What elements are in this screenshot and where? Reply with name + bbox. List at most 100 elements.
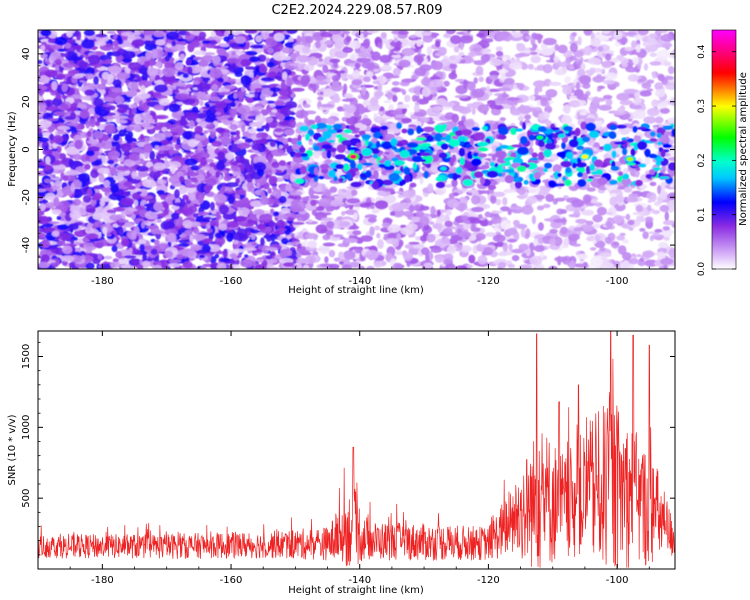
- heatmap-cell: [265, 123, 270, 132]
- heatmap-cell: [249, 109, 261, 116]
- heatmap-cell: [477, 214, 483, 219]
- heatmap-cell: [186, 95, 198, 99]
- heatmap-cell: [134, 199, 139, 208]
- heatmap-cell: [404, 244, 414, 249]
- heatmap-cell: [111, 245, 118, 253]
- heatmap-cell: [151, 49, 158, 59]
- heatmap-cell: [228, 144, 233, 150]
- heatmap-cell: [649, 52, 657, 58]
- heatmap-cell: [438, 214, 447, 222]
- heatmap-cell: [177, 236, 191, 240]
- heatmap-cell: [66, 30, 73, 38]
- heatmap-cell: [121, 50, 136, 59]
- heatmap-cell: [184, 178, 192, 186]
- heatmap-cell: [50, 177, 61, 181]
- heatmap-cell: [112, 79, 122, 87]
- heatmap-cell: [349, 225, 360, 230]
- heatmap-cell: [362, 30, 367, 34]
- heatmap-cell: [51, 230, 60, 237]
- heatmap-cell: [103, 97, 114, 102]
- heatmap-cell: [214, 218, 219, 228]
- heatmap-cell: [78, 61, 88, 69]
- heatmap-cell: [113, 175, 125, 182]
- heatmap-cell: [203, 216, 212, 220]
- heatmap-cell: [268, 175, 278, 184]
- heatmap-cell: [398, 30, 409, 35]
- heatmap-cell: [300, 74, 310, 85]
- heatmap-cell: [322, 64, 329, 74]
- heatmap-cell: [86, 223, 92, 232]
- heatmap-cell: [240, 58, 251, 67]
- heatmap-cell: [232, 240, 239, 245]
- heatmap-cell: [75, 31, 80, 35]
- heatmap-cell: [86, 188, 93, 198]
- heatmap-cell: [69, 238, 75, 245]
- heatmap-cell: [112, 40, 119, 47]
- heatmap-cell: [144, 210, 159, 220]
- heatmap-cell: [447, 199, 460, 209]
- heatmap-cell: [262, 44, 269, 49]
- heatmap-cell: [391, 87, 401, 93]
- heatmap-cell: [61, 95, 67, 100]
- heatmap-cell: [274, 129, 283, 133]
- heatmap-cell: [258, 213, 273, 223]
- heatmap-cell: [278, 195, 287, 204]
- heatmap-cell: [38, 127, 42, 135]
- heatmap-cell: [667, 117, 675, 124]
- heatmap-cell: [222, 170, 228, 174]
- heatmap-cell: [341, 98, 355, 102]
- heatmap-cell: [187, 206, 198, 214]
- heatmap-cell: [112, 258, 120, 263]
- heatmap-cell: [377, 239, 384, 249]
- heatmap-cell: [40, 132, 53, 137]
- heatmap-cell: [296, 55, 310, 63]
- heatmap-cell: [646, 204, 652, 212]
- heatmap-cell: [251, 242, 258, 246]
- heatmap-cell: [265, 116, 274, 123]
- heatmap-cell: [144, 43, 157, 51]
- heatmap-cell: [486, 85, 490, 94]
- heatmap-cell: [69, 210, 82, 220]
- heatmap-cell: [386, 91, 393, 101]
- heatmap-cell: [414, 204, 421, 211]
- heatmap-cell: [133, 114, 142, 125]
- heatmap-cell: [219, 43, 230, 48]
- heatmap-cell: [304, 35, 314, 44]
- heatmap-cell: [93, 98, 104, 107]
- heatmap-cell: [241, 86, 246, 93]
- heatmap-cell: [173, 212, 178, 220]
- heatmap-cell: [271, 190, 278, 196]
- heatmap-cell: [475, 233, 486, 241]
- heatmap-cell: [113, 33, 118, 39]
- heatmap-cell: [161, 176, 168, 180]
- heatmap-cell: [70, 182, 75, 193]
- heatmap-cell: [55, 247, 64, 256]
- heatmap-cell: [257, 168, 265, 177]
- heatmap-cell: [601, 60, 612, 69]
- heatmap-cell: [147, 67, 159, 76]
- heatmap-cell: [319, 197, 332, 206]
- heatmap-cell: [84, 233, 99, 240]
- heatmap-cell: [192, 80, 201, 85]
- heatmap-cell: [430, 60, 443, 71]
- heatmap-cell: [215, 211, 221, 221]
- heatmap-cell: [203, 130, 209, 134]
- heatmap-cell: [392, 262, 403, 269]
- heatmap-cell: [56, 131, 68, 135]
- heatmap-cell: [293, 208, 305, 213]
- heatmap-cell: [74, 139, 83, 150]
- heatmap-cell: [315, 40, 321, 49]
- heatmap-cell: [58, 220, 65, 225]
- heatmap-cell: [365, 71, 374, 78]
- heatmap-cell: [342, 47, 354, 53]
- heatmap-cell: [89, 118, 96, 128]
- heatmap-cell: [60, 255, 75, 262]
- heatmap-cell: [379, 54, 392, 64]
- heatmap-cell: [171, 40, 177, 47]
- heatmap-cell: [437, 46, 447, 56]
- heatmap-cell: [478, 190, 490, 194]
- heatmap-cell: [453, 46, 460, 53]
- heatmap-cell: [239, 175, 245, 182]
- heatmap-cell: [141, 122, 151, 128]
- heatmap-cell: [429, 79, 443, 88]
